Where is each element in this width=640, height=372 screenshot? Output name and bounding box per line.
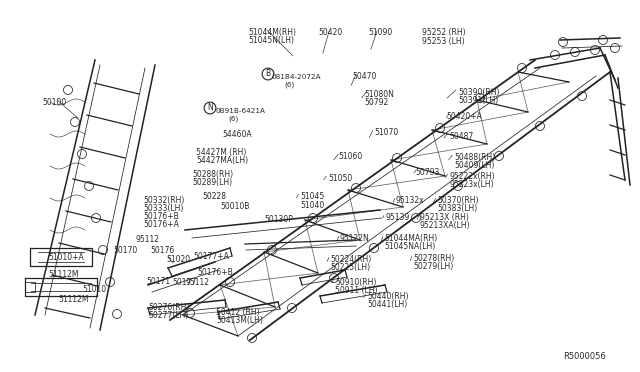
Text: N: N (207, 103, 213, 112)
Text: 50176+A: 50176+A (143, 220, 179, 229)
Text: 51020: 51020 (166, 255, 190, 264)
Text: 51060: 51060 (338, 152, 362, 161)
Text: 50130P: 50130P (264, 215, 293, 224)
Text: 51090: 51090 (368, 28, 392, 37)
Text: 50792: 50792 (364, 98, 388, 107)
Text: 50333(LH): 50333(LH) (143, 204, 184, 213)
Text: 50279(LH): 50279(LH) (413, 262, 453, 271)
Text: 51045N(LH): 51045N(LH) (248, 36, 294, 45)
Text: 51010: 51010 (82, 285, 106, 294)
Text: 95253 (LH): 95253 (LH) (422, 37, 465, 46)
Text: 51080N: 51080N (364, 90, 394, 99)
Text: 54427M (RH): 54427M (RH) (196, 148, 246, 157)
Text: 50440(RH): 50440(RH) (367, 292, 408, 301)
Text: 50228: 50228 (202, 192, 226, 201)
Text: 51044MA(RH): 51044MA(RH) (384, 234, 437, 243)
Text: 50409(LH): 50409(LH) (454, 161, 494, 170)
Text: 50370(RH): 50370(RH) (437, 196, 479, 205)
Text: 50176: 50176 (150, 246, 174, 255)
Text: 50176+B: 50176+B (197, 268, 233, 277)
Text: 50276(RH): 50276(RH) (148, 303, 189, 312)
Text: 50170: 50170 (113, 246, 137, 255)
Text: 51045: 51045 (300, 192, 324, 201)
Text: 50420+A: 50420+A (446, 112, 482, 121)
Text: 50487: 50487 (449, 132, 473, 141)
Text: 95222x(RH): 95222x(RH) (449, 172, 495, 181)
Text: 51050: 51050 (328, 174, 352, 183)
Text: 50289(LH): 50289(LH) (192, 178, 232, 187)
Text: 51010+A: 51010+A (48, 253, 84, 262)
Text: 54427MA(LH): 54427MA(LH) (196, 156, 248, 165)
Text: 95132x: 95132x (396, 196, 424, 205)
Text: 50278(RH): 50278(RH) (413, 254, 454, 263)
Text: 51045NA(LH): 51045NA(LH) (384, 242, 435, 251)
Text: 50176+B: 50176+B (143, 212, 179, 221)
Text: 50441(LH): 50441(LH) (367, 300, 407, 309)
Text: 50470: 50470 (352, 72, 376, 81)
Text: 50412 (RH): 50412 (RH) (216, 308, 260, 317)
Text: 50224(RH): 50224(RH) (330, 255, 371, 264)
Text: 081B4-2072A: 081B4-2072A (272, 74, 322, 80)
Text: 50391(LH): 50391(LH) (458, 96, 499, 105)
Text: 50177+A: 50177+A (193, 252, 229, 261)
Text: 50910(RH): 50910(RH) (335, 278, 376, 287)
Text: 51044M(RH): 51044M(RH) (248, 28, 296, 37)
Text: 0B91B-6421A: 0B91B-6421A (216, 108, 266, 114)
Text: 50383(LH): 50383(LH) (437, 204, 477, 213)
Text: R5000056: R5000056 (563, 352, 605, 361)
Text: 50225(LH): 50225(LH) (330, 263, 370, 272)
Text: 50420: 50420 (318, 28, 342, 37)
Text: 95112: 95112 (186, 278, 210, 287)
Text: 95223x(LH): 95223x(LH) (449, 180, 493, 189)
Text: 95112: 95112 (136, 235, 160, 244)
Text: 50413M(LH): 50413M(LH) (216, 316, 263, 325)
Text: 50277(LH): 50277(LH) (148, 311, 188, 320)
Text: 50177: 50177 (172, 278, 196, 287)
Text: 95213X (RH): 95213X (RH) (420, 213, 469, 222)
Text: 51040: 51040 (300, 201, 324, 210)
Text: 95213XA(LH): 95213XA(LH) (420, 221, 470, 230)
Text: 95122N: 95122N (340, 234, 370, 243)
Text: 50390(RH): 50390(RH) (458, 88, 499, 97)
Text: 50100: 50100 (42, 98, 67, 107)
Text: 51070: 51070 (374, 128, 398, 137)
Text: 50288(RH): 50288(RH) (192, 170, 233, 179)
Text: 50911 (LH): 50911 (LH) (335, 286, 378, 295)
Text: B: B (266, 70, 271, 78)
Text: 50488(RH): 50488(RH) (454, 153, 495, 162)
Text: 50010B: 50010B (220, 202, 250, 211)
Text: 95252 (RH): 95252 (RH) (422, 28, 466, 37)
Text: 50171: 50171 (146, 277, 170, 286)
Text: (6): (6) (284, 82, 294, 89)
Text: 50793: 50793 (415, 168, 440, 177)
Text: (6): (6) (228, 116, 238, 122)
Text: 54460A: 54460A (222, 130, 252, 139)
Text: 51112M: 51112M (58, 295, 88, 304)
Text: 50332(RH): 50332(RH) (143, 196, 184, 205)
Text: 95139: 95139 (385, 213, 409, 222)
Text: 51112M: 51112M (48, 270, 79, 279)
